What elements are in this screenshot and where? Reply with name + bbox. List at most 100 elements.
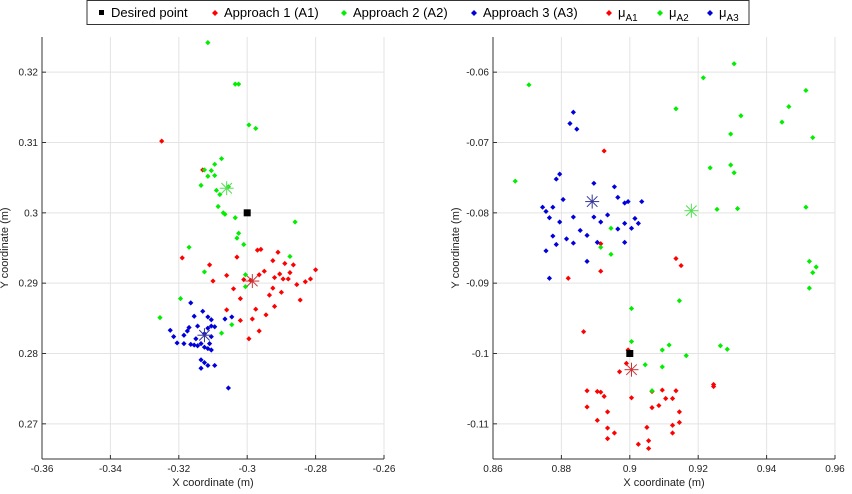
x-tick-label: -0.28	[304, 464, 327, 475]
data-point-a1	[206, 262, 213, 268]
data-point-a1	[230, 286, 237, 292]
data-point-a3	[557, 219, 563, 225]
data-point-a2	[786, 104, 792, 110]
desired-point-marker	[243, 209, 251, 217]
data-point-a2	[213, 187, 220, 193]
legend-marker-mean-a1	[606, 10, 612, 16]
y-tick-label: -0.06	[466, 68, 489, 79]
data-point-a2	[212, 161, 218, 167]
data-point-a2	[728, 162, 734, 168]
data-point-a3	[615, 226, 621, 232]
y-tick-label: 0.28	[19, 349, 39, 360]
x-tick-label: -0.26	[373, 464, 396, 475]
data-point-a1	[678, 262, 684, 269]
data-point-a3	[188, 300, 194, 306]
data-point-a2	[738, 113, 744, 119]
data-point-a3	[563, 236, 570, 242]
data-point-a1	[594, 388, 600, 395]
data-point-a3	[167, 327, 173, 333]
data-point-a1	[673, 388, 679, 394]
data-point-a2	[666, 342, 672, 348]
data-point-a3	[193, 336, 199, 342]
data-point-a3	[206, 341, 213, 347]
x-tick-label: 0.96	[825, 464, 845, 475]
data-point-a1	[656, 402, 662, 409]
data-point-a1	[266, 292, 273, 298]
data-point-a3	[208, 347, 214, 353]
mean-marker-a1	[245, 274, 260, 289]
data-point-a2	[803, 204, 809, 210]
y-tick-label: -0.09	[466, 279, 489, 290]
data-point-a1	[581, 329, 587, 335]
y-tick-label: 0.32	[19, 68, 39, 79]
legend-entry-mean-a3: μA3	[707, 5, 739, 24]
data-point-a3	[622, 239, 628, 245]
data-point-a1	[594, 417, 600, 423]
data-point-a2	[201, 269, 208, 275]
data-point-a3	[181, 341, 187, 347]
mean-marker-stroke	[685, 205, 697, 217]
legend-entry-mean-a2: μA2	[657, 5, 689, 24]
data-point-a2	[659, 347, 665, 353]
data-point-a3	[591, 214, 597, 220]
data-point-a3	[622, 220, 628, 226]
data-point-a2	[683, 353, 689, 359]
data-point-a3	[574, 126, 580, 132]
data-point-a2	[717, 343, 724, 349]
data-point-a2	[700, 75, 706, 81]
data-point-a3	[577, 227, 583, 234]
legend-sub-a1: A1	[626, 13, 639, 24]
y-tick-label: 0.27	[19, 419, 39, 430]
data-point-a2	[810, 270, 816, 276]
data-point-a1	[294, 281, 300, 288]
data-point-a3	[622, 200, 628, 206]
data-point-a1	[673, 255, 679, 262]
data-point-a1	[270, 285, 276, 291]
data-point-a2	[608, 225, 614, 231]
data-point-a2	[201, 167, 208, 173]
data-point-a1	[234, 254, 240, 260]
mean-marker-stroke	[586, 195, 598, 208]
data-point-a1	[290, 262, 296, 268]
legend-sub-a2: A2	[677, 13, 690, 24]
legend-marker-mean-a3	[707, 10, 713, 16]
data-point-a2	[208, 168, 214, 174]
data-point-a1	[669, 422, 676, 428]
data-point-a2	[806, 258, 812, 264]
data-point-a1	[584, 404, 590, 410]
data-point-a2	[242, 284, 249, 290]
data-point-a3	[628, 225, 635, 231]
data-point-a3	[615, 194, 621, 200]
data-point-a3	[195, 323, 201, 329]
y-tick-label: -0.11	[467, 419, 489, 430]
legend-entry-approach-3: Approach 3 (A3)	[471, 5, 578, 20]
x-tick-label: -0.34	[99, 464, 122, 475]
data-point-a2	[253, 125, 259, 132]
data-point-a2	[186, 244, 192, 250]
data-point-a3	[181, 332, 187, 338]
data-point-a2	[526, 82, 532, 88]
data-point-a2	[198, 182, 204, 189]
data-point-a3	[546, 275, 553, 281]
data-point-a1	[604, 409, 611, 415]
data-point-a2	[608, 251, 614, 257]
data-point-a3	[550, 204, 556, 210]
legend-marker-approach-1	[212, 10, 218, 16]
x-tick-label: 0.88	[552, 464, 572, 475]
legend: Desired point Approach 1 (A1) Approach 2…	[86, 0, 750, 25]
data-point-a2	[810, 134, 816, 141]
legend-label-mean-a3: μA3	[719, 5, 739, 24]
desired-point-marker	[626, 350, 634, 357]
data-point-a1	[628, 395, 635, 401]
data-point-a3	[639, 198, 645, 205]
data-point-a1	[313, 267, 319, 273]
data-point-a2	[177, 296, 184, 302]
y-axis-label: Y coordinate (m)	[450, 207, 462, 288]
legend-entry-mean-a1: μA1	[606, 5, 638, 24]
data-point-a2	[649, 388, 655, 394]
data-point-a3	[553, 176, 559, 182]
y-axis-label: Y coordinate (m)	[0, 207, 11, 288]
data-point-a1	[635, 441, 641, 447]
mean-marker-stroke	[221, 182, 233, 194]
legend-marker-approach-3	[471, 10, 477, 16]
